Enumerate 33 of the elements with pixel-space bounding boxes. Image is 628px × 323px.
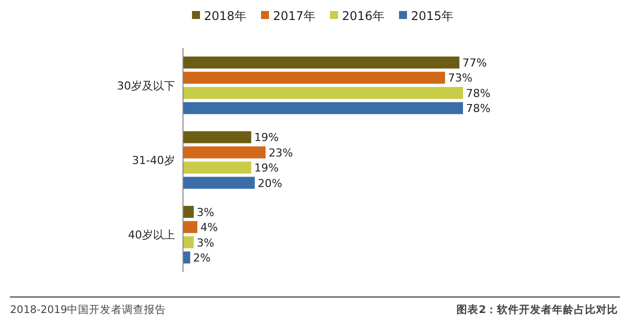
legend-label: 2017年 bbox=[273, 9, 316, 23]
data-label: 19% bbox=[254, 131, 279, 144]
bar bbox=[183, 146, 266, 158]
legend-label: 2016年 bbox=[342, 9, 385, 23]
bar bbox=[183, 86, 463, 99]
bar bbox=[183, 72, 446, 84]
y-tick-label: 40岁以上 bbox=[128, 228, 175, 242]
bar bbox=[183, 162, 252, 174]
data-label: 4% bbox=[200, 221, 218, 234]
bar bbox=[183, 251, 190, 264]
bar bbox=[183, 221, 198, 234]
text: 图表2：软件开发者年龄占比对比 bbox=[456, 303, 618, 316]
data-label: 78% bbox=[466, 102, 490, 116]
legend-label: 2015年 bbox=[411, 9, 454, 23]
y-tick-label: 30岁及以下 bbox=[117, 79, 175, 92]
data-label: 20% bbox=[258, 176, 282, 190]
data-label: 3% bbox=[196, 236, 214, 250]
text: 2018-2019中国开发者调查报告 bbox=[10, 303, 166, 316]
data-label: 23% bbox=[268, 146, 294, 160]
bar bbox=[183, 236, 194, 248]
data-label: 2% bbox=[193, 251, 211, 264]
data-label: 77% bbox=[462, 56, 487, 70]
bar bbox=[183, 131, 252, 144]
bar bbox=[183, 102, 463, 114]
legend-label: 2018年 bbox=[204, 9, 247, 23]
y-tick-label: 31-40岁 bbox=[132, 154, 175, 167]
data-label: 73% bbox=[448, 72, 473, 85]
data-label: 19% bbox=[254, 162, 279, 175]
data-label: 3% bbox=[196, 206, 214, 219]
data-label: 78% bbox=[466, 86, 490, 100]
bar bbox=[183, 176, 255, 189]
bar bbox=[183, 56, 460, 69]
bar bbox=[183, 206, 194, 218]
